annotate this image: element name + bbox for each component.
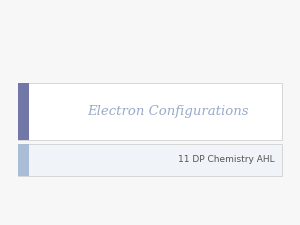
Bar (18, 83, 282, 140)
Text: 11 DP Chemistry AHL: 11 DP Chemistry AHL (178, 155, 274, 164)
Bar (18, 144, 282, 176)
Bar (18, 144, 29, 176)
Text: Electron Configurations: Electron Configurations (88, 105, 249, 118)
Bar (18, 83, 29, 140)
